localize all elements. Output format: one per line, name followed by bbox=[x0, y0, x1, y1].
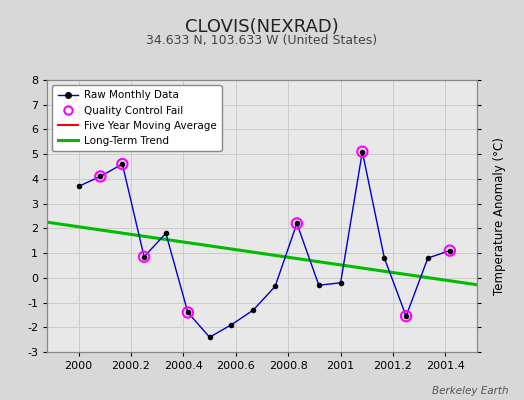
Point bbox=[183, 309, 192, 316]
Point bbox=[358, 148, 367, 155]
Y-axis label: Temperature Anomaly (°C): Temperature Anomaly (°C) bbox=[493, 137, 506, 295]
Text: Berkeley Earth: Berkeley Earth bbox=[432, 386, 508, 396]
Text: 34.633 N, 103.633 W (United States): 34.633 N, 103.633 W (United States) bbox=[146, 34, 378, 47]
Point bbox=[445, 248, 454, 254]
Point bbox=[293, 220, 301, 227]
Point bbox=[140, 254, 148, 260]
Point bbox=[118, 161, 126, 167]
Text: CLOVIS(NEXRAD): CLOVIS(NEXRAD) bbox=[185, 18, 339, 36]
Point bbox=[402, 313, 410, 319]
Legend: Raw Monthly Data, Quality Control Fail, Five Year Moving Average, Long-Term Tren: Raw Monthly Data, Quality Control Fail, … bbox=[52, 85, 222, 151]
Point bbox=[96, 173, 105, 180]
